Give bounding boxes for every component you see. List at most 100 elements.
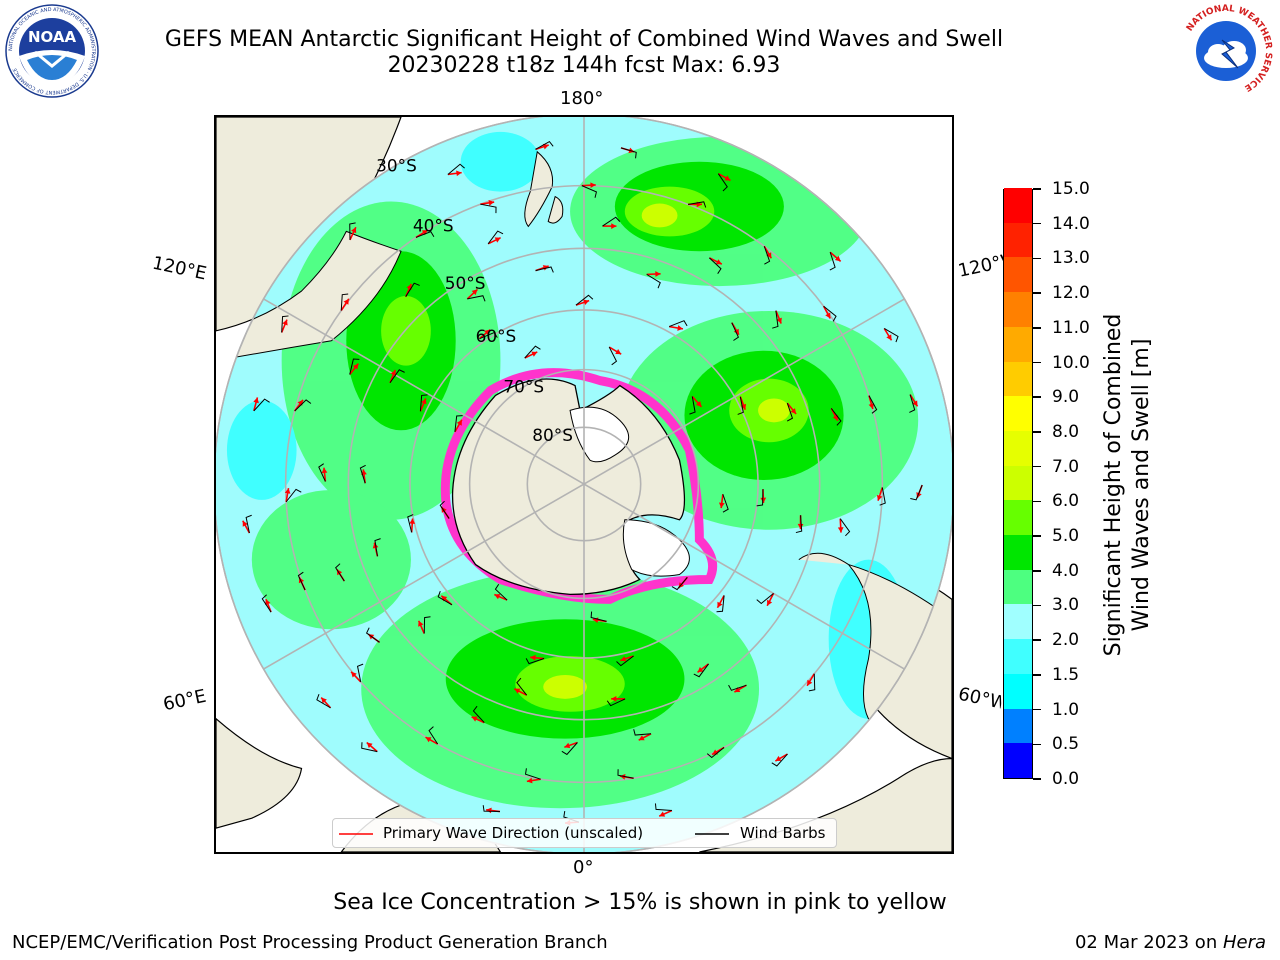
wave-direction-arrowhead (542, 143, 549, 150)
colorbar-label-line2: Wind Waves and Swell [m] (1129, 338, 1154, 632)
wave-direction-arrowhead (471, 289, 478, 296)
wind-barb (830, 408, 842, 426)
wind-barb (808, 673, 816, 692)
wind-barb (716, 595, 725, 613)
colorbar-tick (1033, 257, 1041, 260)
colorbar-tick-label: 2.0 (1052, 630, 1080, 651)
polar-map: 30°S 40°S 50°S 60°S 70°S 80°S Primary Wa… (214, 115, 954, 854)
wave-direction-arrowhead (421, 230, 428, 236)
wind-barb (608, 346, 618, 366)
wind-barb (617, 769, 634, 779)
wind-barb (467, 295, 486, 302)
vector-field (242, 140, 923, 826)
wind-barb (909, 394, 916, 413)
wind-barb (318, 463, 326, 482)
wind-barb (728, 684, 747, 691)
colorbar-segment (1004, 603, 1032, 640)
colorbar-segment (1004, 291, 1032, 327)
wind-barb (525, 658, 545, 665)
colorbar-tick-label: 12.0 (1052, 283, 1090, 304)
wind-barb (335, 563, 345, 582)
wind-barb (671, 577, 688, 591)
wave-direction-arrowhead (807, 679, 813, 686)
colorbar-tick-label: 0.0 (1052, 769, 1080, 789)
wave-direction-arrowhead (456, 419, 462, 426)
wind-barb (535, 140, 554, 150)
legend-wind-barbs: Wind Barbs (740, 824, 826, 842)
wind-barb (722, 494, 729, 513)
wind-barb (524, 345, 541, 359)
wind-barb (756, 592, 774, 605)
wind-barb (829, 252, 836, 271)
wind-barb (786, 403, 794, 422)
wind-barb (285, 488, 302, 503)
wave-direction-arrowhead (695, 401, 702, 407)
wave-direction-arrowhead (638, 735, 645, 741)
colorbar-segment (1004, 430, 1032, 466)
wind-barb (261, 594, 272, 613)
wind-barb (884, 328, 899, 343)
wind-barb (561, 742, 578, 756)
colorbar-segment (1004, 499, 1032, 536)
colorbar-segment (1004, 222, 1032, 258)
wind-barb (245, 514, 252, 534)
wave-direction-arrowhead (494, 237, 501, 243)
wave-direction-arrowhead (868, 403, 875, 410)
chart-title: GEFS MEAN Antarctic Significant Height o… (164, 27, 1004, 52)
wind-barb (693, 663, 709, 678)
wave-direction-arrowhead (321, 697, 327, 704)
colorbar-tick-label: 6.0 (1052, 491, 1080, 512)
wave-direction-arrowhead (284, 488, 291, 494)
wave-direction-arrowhead (611, 696, 617, 702)
wind-barb (646, 273, 661, 289)
wave-direction-arrowhead (590, 182, 596, 189)
wind-barb (428, 726, 439, 745)
colorbar-tick-label: 10.0 (1052, 352, 1090, 373)
wave-direction-arrowhead (242, 520, 248, 527)
wind-barb (731, 322, 740, 341)
colorbar-tick-label: 11.0 (1052, 317, 1090, 338)
wind-barb (620, 147, 637, 159)
colorbar-segment (1004, 673, 1032, 709)
colorbar-tick (1033, 674, 1041, 676)
wave-direction-arrowhead (886, 334, 892, 341)
wind-barb (423, 616, 431, 634)
wind-barb (479, 331, 498, 340)
wind-barb (340, 293, 349, 311)
lat-label-80s: 80°S (532, 425, 573, 445)
colorbar-tick-label: 14.0 (1052, 213, 1090, 234)
wind-barb (365, 627, 380, 643)
colorbar-tick (1033, 500, 1041, 503)
wave-direction-arrowhead (615, 349, 622, 355)
wind-barb (717, 173, 728, 192)
wave-direction-arrowhead (486, 807, 492, 814)
colorbar-tick-label: 7.0 (1052, 456, 1080, 477)
wind-barb (454, 415, 463, 432)
colorbar-tick-label: 1.5 (1052, 664, 1080, 685)
wave-direction-arrowhead (282, 319, 288, 326)
noaa-logo: NOAA NATIONAL OCEANIC AND ATMOSPHERIC AD… (5, 4, 99, 98)
wave-direction-arrowhead (655, 271, 661, 277)
date-text: 02 Mar 2023 on Hera (1075, 932, 1266, 953)
wind-barb (480, 203, 497, 214)
wave-direction-arrowhead (351, 227, 357, 234)
wind-barb (602, 216, 621, 227)
wind-barb (389, 369, 405, 384)
lon-label-60e: 60°E (161, 685, 208, 716)
wind-barb (349, 358, 360, 375)
host-name: Hera (1222, 932, 1266, 953)
wind-barb (590, 611, 607, 622)
wave-direction-arrowhead (767, 599, 773, 606)
wave-direction-arrowhead (421, 398, 427, 405)
legend-wave-direction: Primary Wave Direction (unscaled) (383, 824, 644, 842)
colorbar-segment (1004, 256, 1032, 293)
wind-barb (879, 487, 886, 506)
wind-barb (524, 768, 541, 780)
wind-barb (361, 742, 378, 753)
lat-label-30s: 30°S (376, 156, 417, 176)
colorbar-tick-label: 3.0 (1052, 595, 1080, 616)
wave-direction-arrowhead (265, 599, 271, 606)
wind-barb (516, 677, 528, 696)
colorbar-segment (1004, 534, 1032, 570)
wind-barb (535, 266, 554, 273)
